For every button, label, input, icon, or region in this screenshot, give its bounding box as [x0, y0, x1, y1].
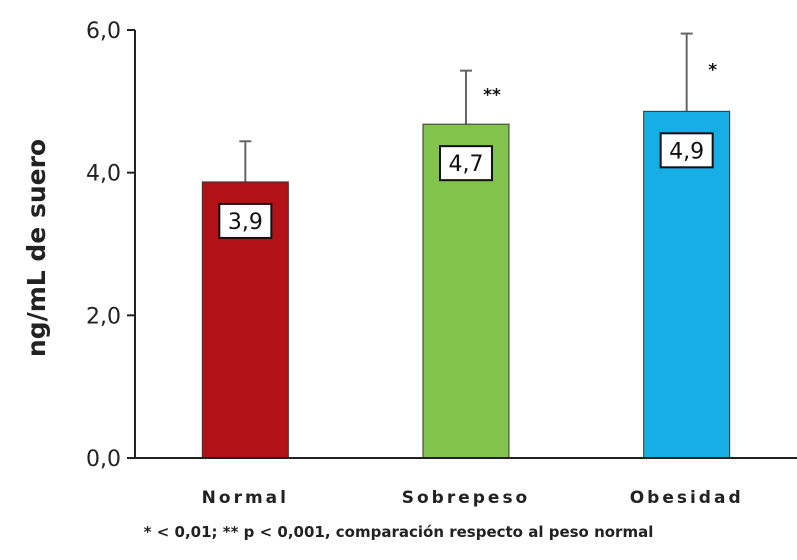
y-tick-label: 0,0 — [86, 447, 121, 472]
significance-marker: * — [708, 61, 717, 81]
bar-obesidad — [643, 110, 731, 459]
y-axis: 0,0 2,0 4,0 6,0 — [86, 19, 136, 472]
data-label: 4,9 — [669, 139, 704, 164]
x-tick-label: Normal — [202, 488, 289, 508]
y-axis-label: ng/mL de suero — [22, 139, 51, 357]
bar-chart: 0,0 2,0 4,0 6,0 3,9 4,7 ** 4,9 * Normal Sobrepes… — [22, 19, 797, 508]
data-label-box — [659, 132, 714, 169]
x-tick-label: Sobrepeso — [402, 488, 531, 508]
bars: 3,9 4,7 ** 4,9 * — [201, 32, 731, 459]
y-tick-label: 6,0 — [86, 19, 121, 44]
y-tick-label: 2,0 — [86, 304, 121, 329]
data-label: 3,9 — [228, 210, 263, 235]
y-tick-label: 4,0 — [86, 162, 121, 187]
data-label-box — [439, 145, 493, 182]
x-axis: Normal Sobrepeso Obesidad — [135, 457, 797, 508]
data-label-box — [218, 202, 273, 239]
significance-marker: ** — [483, 86, 501, 106]
data-label: 4,7 — [449, 152, 484, 177]
footnote: * < 0,01; ** p < 0,001, comparación resp… — [143, 523, 654, 541]
x-tick-label: Obesidad — [630, 488, 744, 508]
